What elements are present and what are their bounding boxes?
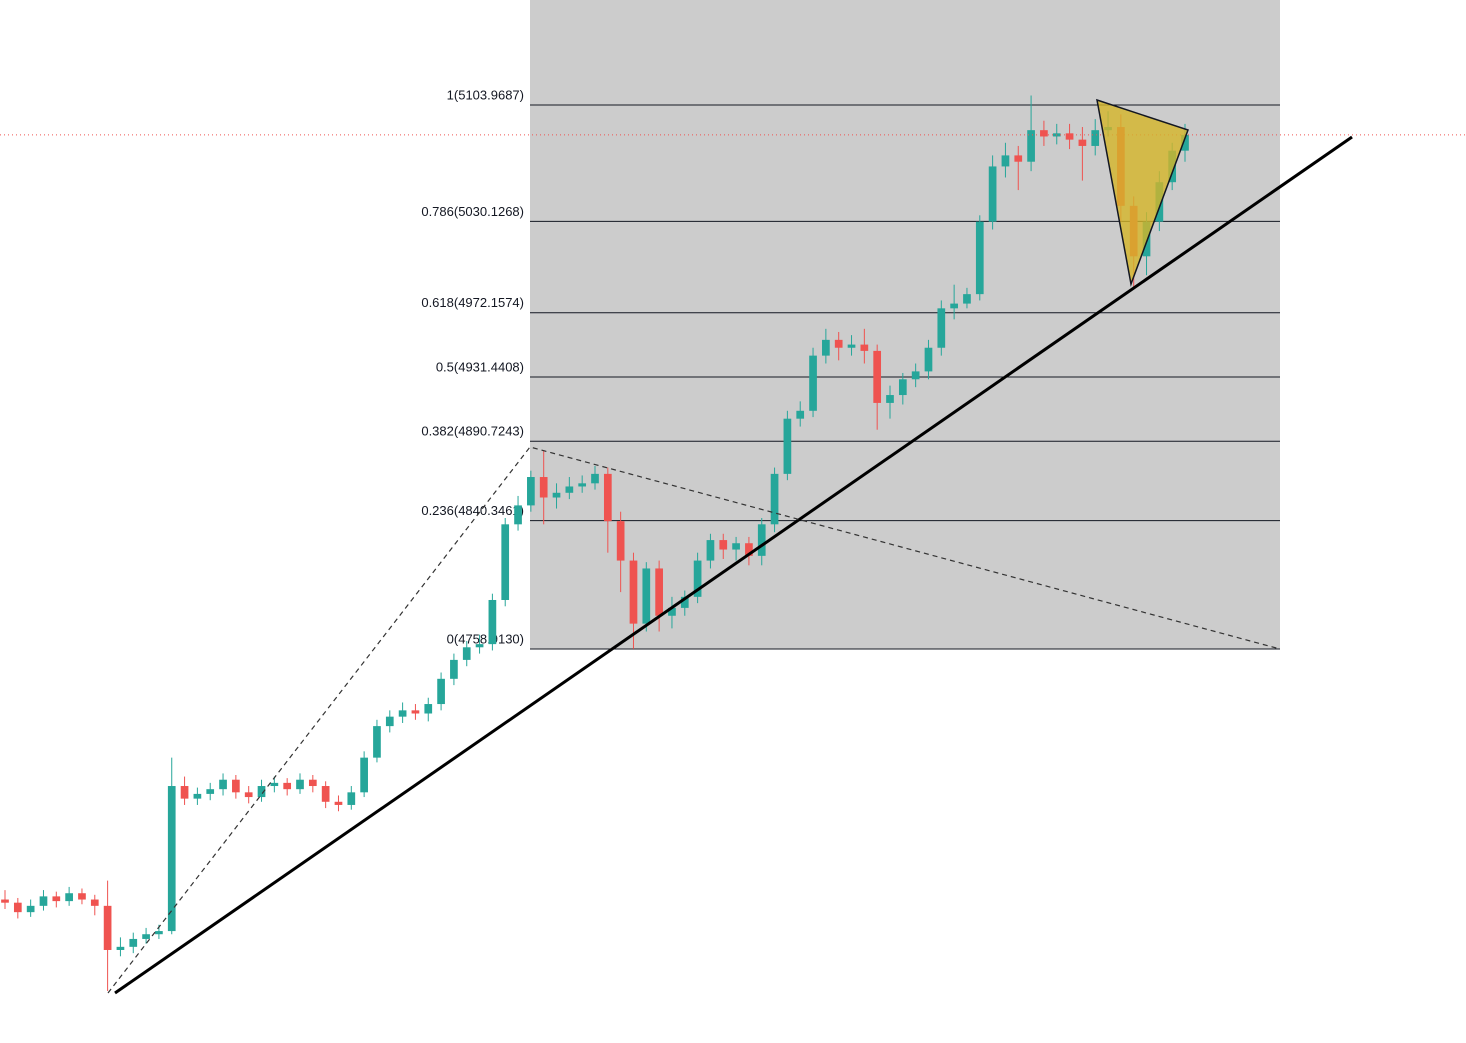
candle-body	[1181, 134, 1189, 151]
candle-body	[732, 543, 740, 550]
candle-body	[745, 543, 753, 556]
candle-body	[424, 704, 433, 714]
candle-body	[1027, 130, 1035, 162]
candle-body	[937, 308, 946, 348]
candle-body	[13, 902, 22, 913]
candle-body	[1001, 155, 1010, 167]
candle-body	[1, 899, 9, 903]
candle-body	[142, 934, 150, 939]
candle-body	[552, 492, 561, 498]
fib-level-label: 1(5103.9687)	[447, 87, 524, 102]
fib-level-label: 0.382(4890.7243)	[421, 424, 524, 439]
candle-body	[411, 710, 420, 714]
candle-body	[873, 350, 882, 403]
candle-body	[155, 931, 163, 935]
candle-body	[219, 779, 227, 790]
candle-body	[116, 946, 125, 950]
candle-body	[822, 339, 830, 356]
candle-body	[1014, 155, 1023, 162]
candle-body	[886, 395, 894, 403]
candle-body	[65, 893, 73, 902]
candle-body	[783, 418, 792, 474]
candle-body	[847, 344, 856, 348]
candle-body	[488, 599, 497, 645]
candle-body	[296, 779, 304, 790]
candle-body	[539, 477, 548, 498]
candle-body	[527, 477, 535, 506]
candle-body	[103, 905, 112, 950]
candle-body	[924, 347, 933, 372]
candle-body	[514, 505, 522, 525]
fib-level-label: 0.618(4972.1574)	[421, 295, 524, 310]
candle-body	[437, 678, 445, 705]
candle-body	[462, 647, 471, 660]
candle-body	[347, 792, 356, 805]
candle-body	[668, 607, 676, 616]
candle-body	[385, 716, 394, 727]
candle-body	[642, 568, 651, 624]
candle-body	[591, 473, 599, 484]
fib-level-label: 0(4758.9130)	[447, 631, 524, 646]
candle-body	[950, 303, 958, 309]
candle-body	[39, 896, 48, 906]
fib-level-label: 0.786(5030.1268)	[421, 204, 524, 219]
candle-body	[809, 355, 817, 411]
candle-body	[321, 786, 330, 802]
candle-body	[193, 793, 202, 799]
candle-body	[334, 801, 343, 805]
candle-body	[1065, 133, 1074, 140]
candle-body	[988, 166, 997, 222]
candle-body	[1091, 130, 1100, 146]
candle-body	[501, 524, 510, 600]
candle-body	[167, 786, 176, 932]
candle-body	[257, 786, 266, 798]
candle-body	[834, 339, 843, 348]
trend-line	[114, 135, 1353, 995]
fib-zone	[530, 0, 1280, 649]
candle-body	[180, 786, 189, 799]
candle-body	[232, 779, 240, 793]
candle-body	[206, 789, 215, 794]
candle-body	[770, 473, 779, 525]
candle-body	[308, 779, 317, 787]
candle-body	[129, 938, 138, 947]
candle-body	[270, 782, 279, 787]
candle-body	[26, 905, 35, 913]
candle-body	[693, 560, 702, 597]
candle-body	[360, 757, 368, 793]
candle-body	[78, 893, 86, 900]
candle-body	[603, 473, 612, 522]
candle-body	[680, 596, 689, 608]
candle-body	[578, 483, 587, 487]
candle-body	[796, 410, 805, 419]
candle-body	[757, 524, 766, 556]
candle-body	[475, 644, 484, 648]
candle-body	[706, 540, 715, 561]
candle-body	[655, 568, 663, 616]
candle-body	[1078, 139, 1087, 146]
triangle-pattern	[1096, 98, 1189, 287]
candle-body	[911, 371, 920, 380]
candle-body	[963, 294, 971, 304]
candle-body	[90, 899, 99, 906]
candle-body	[398, 710, 407, 717]
candle-body	[450, 659, 458, 679]
candle-body	[975, 221, 984, 295]
fib-level-label: 0.236(4840.3461)	[421, 503, 524, 518]
candle-body	[373, 726, 381, 758]
candle-body	[1040, 130, 1048, 137]
fib-level-label: 0.5(4931.4408)	[436, 359, 524, 374]
candle-body	[52, 896, 61, 902]
candle-body	[898, 379, 907, 396]
candle-body	[283, 782, 292, 790]
candle-body	[616, 521, 625, 561]
fib-trend-line	[107, 446, 1281, 994]
candle-body	[565, 486, 574, 493]
candle-body	[244, 792, 253, 798]
candle-body	[719, 540, 728, 550]
candle-body	[860, 344, 869, 351]
candle-body	[629, 560, 638, 624]
